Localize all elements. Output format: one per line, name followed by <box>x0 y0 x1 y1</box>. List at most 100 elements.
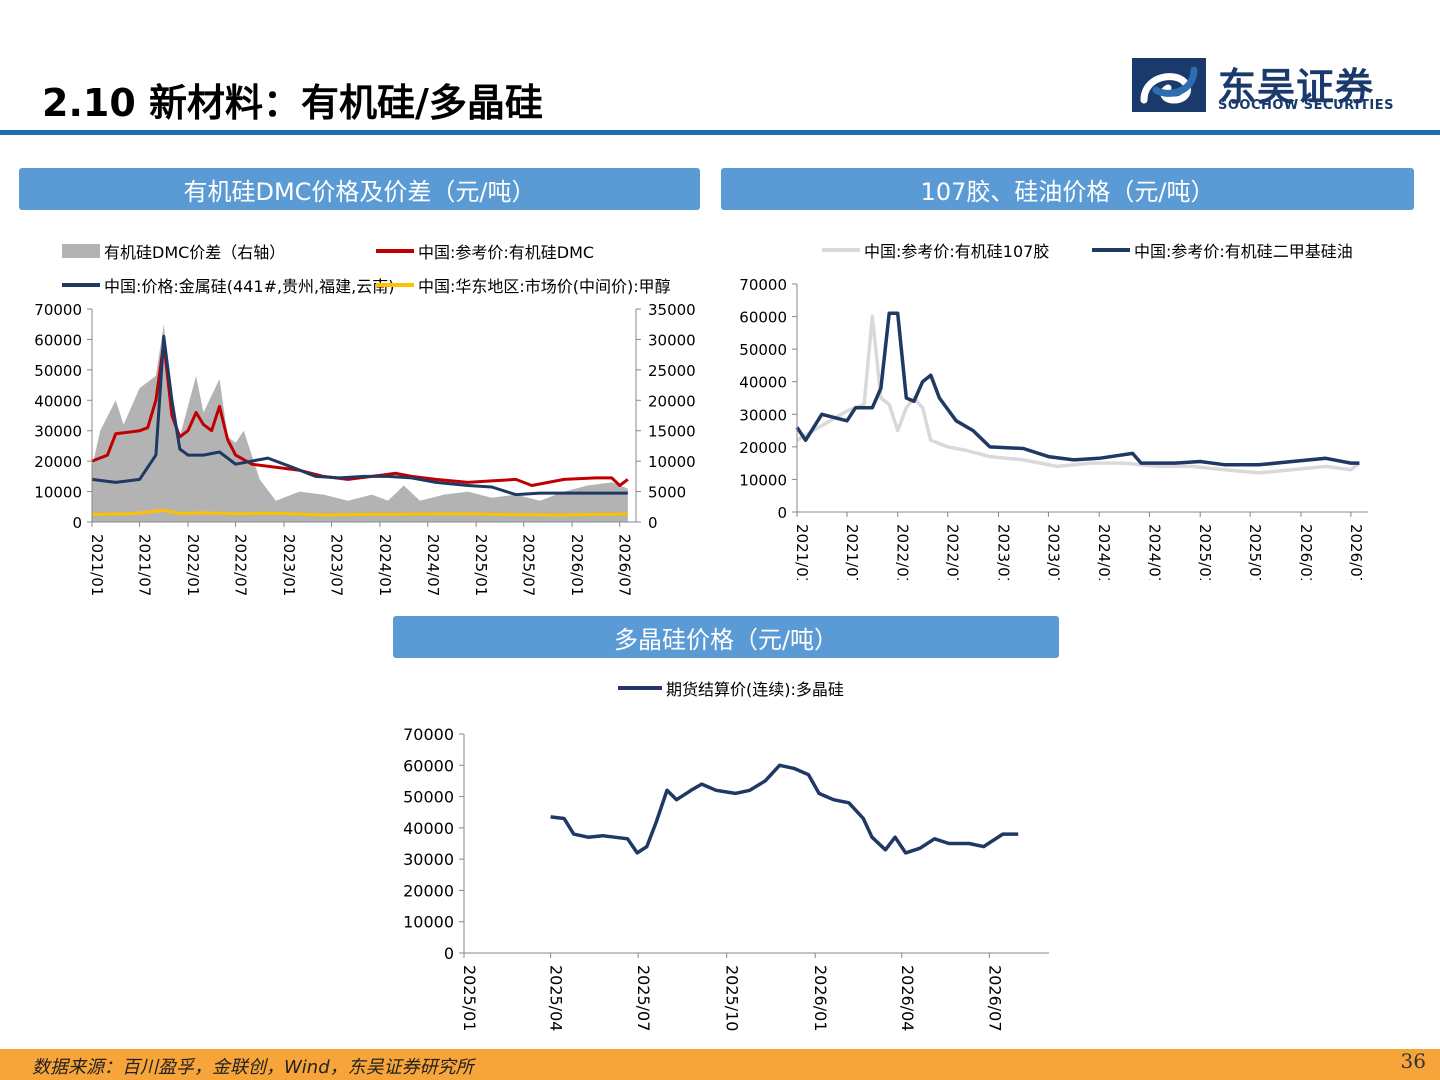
legend-label: 有机硅DMC价差（右轴） <box>104 243 286 262</box>
chart-dmc: 0 10000 20000 30000 40000 50000 60000 70000 0 500… <box>34 301 696 596</box>
y-tick-label: 50000 <box>34 362 82 380</box>
series-line-3 <box>91 508 628 517</box>
series-line-0 <box>550 763 1019 855</box>
x-tick-label: 2025/01 <box>472 534 490 596</box>
logo-cn-text: 东吴证券 <box>1218 65 1375 109</box>
legend-label: 中国:参考价:有机硅107胶 <box>864 242 1050 261</box>
series-line-2 <box>91 334 628 497</box>
y-tick-label: 30000 <box>34 423 82 441</box>
legend-methanol: 中国:华东地区:市场价(中间价):甲醇 <box>376 273 671 297</box>
x-tick-label: 2026/01 <box>1297 524 1315 580</box>
legend-swatch <box>618 686 662 690</box>
series-line-0 <box>796 314 1361 475</box>
series-line-1 <box>91 341 629 487</box>
legend-swatch <box>62 283 100 287</box>
y-tick-label: 20000 <box>34 453 82 471</box>
y2-tick-label: 0 <box>648 514 658 532</box>
x-tick-label: 2025/10 <box>723 965 742 1031</box>
legend-label: 期货结算价(连续):多晶硅 <box>666 680 844 699</box>
series-line-1 <box>795 311 1360 467</box>
page-number: 36 <box>1400 1049 1426 1073</box>
panel-title-107: 107胶、硅油价格（元/吨） <box>721 168 1414 210</box>
x-tick-label: 2025/07 <box>634 965 653 1031</box>
x-tick-label: 2021/01 <box>793 524 811 580</box>
x-tick-label: 2024/07 <box>424 534 442 596</box>
y2-tick-label: 15000 <box>648 423 696 441</box>
y2-tick-label: 25000 <box>648 362 696 380</box>
legend-dmc-spread: 有机硅DMC价差（右轴） <box>62 239 285 263</box>
x-tick-label: 2025/01 <box>460 965 479 1031</box>
y-tick-label: 60000 <box>739 309 787 327</box>
x-tick-label: 2022/07 <box>232 534 250 596</box>
x-tick-label: 2022/01 <box>894 524 912 580</box>
y-tick-label: 10000 <box>403 913 454 932</box>
logo-mark-icon <box>1132 58 1206 112</box>
x-tick-label: 2025/07 <box>520 534 538 596</box>
y-tick-label: 0 <box>72 514 82 532</box>
legend-label: 中国:参考价:有机硅DMC <box>418 243 595 262</box>
legend-label: 中国:华东地区:市场价(中间价):甲醇 <box>418 277 671 296</box>
logo-mark-swirl-2 <box>1152 66 1198 97</box>
y2-tick-label: 35000 <box>648 301 696 319</box>
footer-bar: 数据来源：百川盈孚，金联创，Wind，东吴证券研究所 36 <box>0 1049 1440 1080</box>
page-title: 2.10 新材料：有机硅/多晶硅 <box>42 81 543 125</box>
x-tick-label: 2025/07 <box>1246 524 1264 580</box>
x-tick-label: 2021/07 <box>136 534 154 596</box>
chart-107-silicone-oil: 0 10000 20000 30000 40000 50000 60000 70000 2021… <box>739 276 1368 580</box>
legend-silicone-oil: 中国:参考价:有机硅二甲基硅油 <box>1092 238 1353 262</box>
legend-metal-silicon: 中国:价格:金属硅(441#,贵州,福建,云南) <box>62 273 394 297</box>
x-tick-label: 2026/07 <box>1347 524 1365 580</box>
y-tick-label: 10000 <box>739 471 787 489</box>
y2-tick-label: 20000 <box>648 392 696 410</box>
x-tick-label: 2022/07 <box>944 524 962 580</box>
y-tick-label: 60000 <box>34 331 82 349</box>
y-tick-label: 20000 <box>739 439 787 457</box>
x-tick-label: 2022/01 <box>184 534 202 596</box>
x-tick-label: 2026/01 <box>811 965 830 1031</box>
x-tick-label: 2023/07 <box>1044 524 1062 580</box>
legend-polysilicon: 期货结算价(连续):多晶硅 <box>618 676 844 700</box>
y-tick-label: 0 <box>444 944 454 963</box>
y-tick-label: 30000 <box>403 850 454 869</box>
x-tick-label: 2024/01 <box>1095 524 1113 580</box>
y-tick-label: 60000 <box>403 756 454 775</box>
legend-swatch <box>376 249 414 253</box>
y-tick-label: 70000 <box>34 301 82 319</box>
legend-swatch <box>62 244 100 258</box>
legend-label: 中国:价格:金属硅(441#,贵州,福建,云南) <box>104 277 395 296</box>
x-tick-label: 2021/07 <box>843 524 861 580</box>
legend-swatch <box>822 248 860 252</box>
y-tick-label: 0 <box>777 504 787 522</box>
x-tick-label: 2026/07 <box>985 965 1004 1031</box>
y2-tick-label: 10000 <box>648 453 696 471</box>
x-tick-label: 2021/01 <box>88 534 106 596</box>
x-tick-label: 2024/01 <box>376 534 394 596</box>
y-tick-label: 50000 <box>739 341 787 359</box>
x-tick-label: 2026/01 <box>568 534 586 596</box>
y-tick-label: 40000 <box>403 819 454 838</box>
x-tick-label: 2026/07 <box>616 534 634 596</box>
x-tick-label: 2023/07 <box>328 534 346 596</box>
legend-swatch <box>1092 248 1130 252</box>
series-area-0 <box>92 324 628 522</box>
panel-title-poly: 多晶硅价格（元/吨） <box>393 616 1059 658</box>
legend-dmc-price: 中国:参考价:有机硅DMC <box>376 239 594 263</box>
chart-polysilicon: 0 10000 20000 30000 40000 50000 60000 70000 2025… <box>403 725 1049 1032</box>
y-tick-label: 10000 <box>34 484 82 502</box>
x-tick-label: 2023/01 <box>280 534 298 596</box>
x-tick-label: 2024/07 <box>1145 524 1163 580</box>
x-tick-label: 2023/01 <box>995 524 1013 580</box>
y-tick-label: 40000 <box>34 392 82 410</box>
legend-label: 中国:参考价:有机硅二甲基硅油 <box>1134 242 1353 261</box>
footer-source: 数据来源：百川盈孚，金联创，Wind，东吴证券研究所 <box>32 1057 474 1078</box>
y-tick-label: 30000 <box>739 406 787 424</box>
panel-title-dmc: 有机硅DMC价格及价差（元/吨） <box>19 168 700 210</box>
x-tick-label: 2025/04 <box>547 965 566 1031</box>
y-tick-label: 70000 <box>739 276 787 294</box>
legend-swatch <box>376 283 414 287</box>
x-tick-label: 2025/01 <box>1196 524 1214 580</box>
legend-107-glue: 中国:参考价:有机硅107胶 <box>822 238 1049 262</box>
y2-tick-label: 5000 <box>648 484 686 502</box>
title-divider <box>0 130 1440 135</box>
y-tick-label: 70000 <box>403 725 454 744</box>
